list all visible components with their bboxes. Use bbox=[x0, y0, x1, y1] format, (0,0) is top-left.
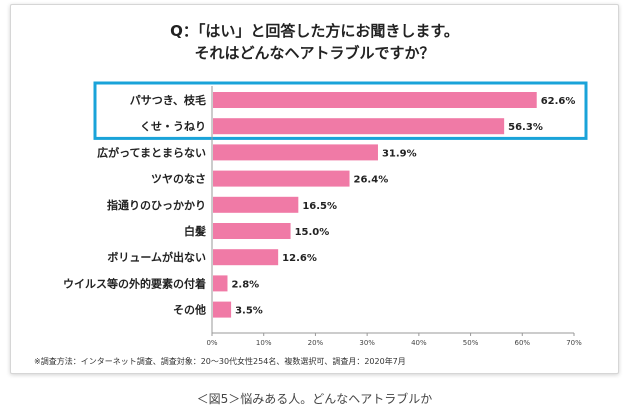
category-label: その他 bbox=[173, 303, 206, 317]
value-label: 2.8% bbox=[231, 279, 259, 290]
category-label: ツヤのなさ bbox=[151, 173, 206, 186]
bar bbox=[213, 196, 299, 213]
highlight-box bbox=[93, 81, 588, 140]
x-tick-label: 60% bbox=[515, 339, 531, 347]
value-label: 15.0% bbox=[295, 227, 330, 238]
bar bbox=[213, 275, 228, 292]
bar bbox=[213, 170, 350, 187]
x-tick-label: 40% bbox=[411, 339, 427, 347]
category-label: 広がってまとまらない bbox=[97, 145, 206, 159]
bar bbox=[213, 144, 378, 161]
category-label: ウイルス等の外的要素の付着 bbox=[63, 276, 206, 290]
value-label: 3.5% bbox=[235, 306, 263, 317]
bar-chart: パサつき、枝毛 62.6% くせ・うねり 56.3% 広がってまとまらない 31.9% ツヤ… bbox=[63, 81, 588, 347]
value-label: 12.6% bbox=[282, 253, 317, 264]
chart-card bbox=[10, 4, 619, 374]
category-label: ボリュームが出ない bbox=[107, 250, 206, 264]
category-label: 白髪 bbox=[184, 224, 206, 238]
value-label: 31.9% bbox=[382, 148, 417, 159]
bar bbox=[213, 301, 232, 318]
category-label: パサつき、枝毛 bbox=[130, 93, 206, 107]
value-label: 62.6% bbox=[541, 96, 576, 107]
x-tick-label: 10% bbox=[256, 339, 272, 347]
category-label: 指通りのひっかかり bbox=[107, 198, 206, 212]
question-line-2: それはどんなヘアトラブルですか？ bbox=[194, 44, 435, 62]
bar bbox=[213, 92, 537, 108]
bar bbox=[213, 249, 279, 266]
x-tick-label: 30% bbox=[359, 339, 375, 347]
category-label: くせ・うねり bbox=[140, 120, 206, 133]
x-tick-label: 50% bbox=[463, 339, 479, 347]
x-tick-label: 20% bbox=[308, 339, 324, 347]
value-label: 16.5% bbox=[302, 201, 337, 212]
x-tick-label: 0% bbox=[206, 339, 217, 347]
question-line-1: Q：「はい」と回答した方にお聞きします。 bbox=[170, 22, 459, 40]
value-label: 56.3% bbox=[508, 122, 543, 133]
value-label: 26.4% bbox=[354, 175, 389, 186]
figure-caption: ＜図5＞悩みある人。どんなヘアトラブルか bbox=[196, 392, 433, 406]
bar bbox=[213, 223, 291, 239]
x-tick-label: 70% bbox=[566, 339, 582, 347]
survey-footnote: ※調査方法：インターネット調査、調査対象：20～30代女性254名、複数選択可、… bbox=[34, 357, 406, 366]
bar bbox=[213, 118, 505, 135]
